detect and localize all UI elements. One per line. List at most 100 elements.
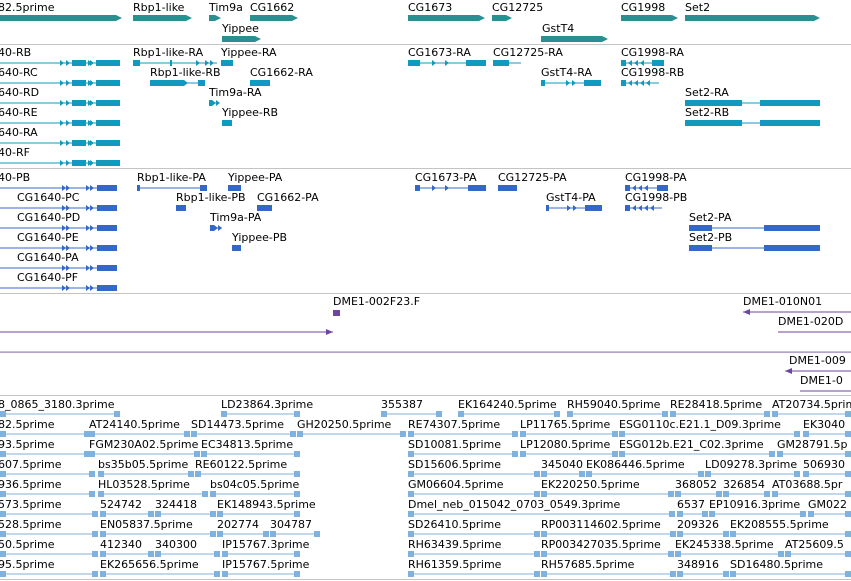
protein-label[interactable]: CG1640-PF: [17, 271, 79, 284]
protein-label[interactable]: CG1662-PA: [257, 191, 319, 204]
gene-label[interactable]: CG12725: [492, 1, 544, 14]
est-label[interactable]: GM28791.5p: [777, 438, 848, 451]
protein-label[interactable]: CG1673-PA: [415, 171, 477, 184]
transcript-label[interactable]: CG1998-RB: [621, 66, 685, 79]
est-label[interactable]: SD10081.5prime: [408, 438, 501, 451]
gene-label[interactable]: Rbp1-like: [133, 1, 185, 14]
clone-label[interactable]: DME1-020D: [778, 315, 844, 328]
est-label[interactable]: EN05837.5prime: [100, 518, 193, 531]
gene-label[interactable]: Yippee: [222, 22, 259, 35]
gene-label[interactable]: CG1998: [621, 1, 666, 14]
est-label[interactable]: SD15606.5prime: [408, 458, 501, 471]
est-label[interactable]: RH57685.5prime: [541, 558, 635, 571]
protein-label[interactable]: CG1640-PA: [17, 251, 79, 264]
est-label[interactable]: ESG0110c.E21.1_D09.3prime: [619, 418, 781, 431]
est-label[interactable]: EK220250.5prime: [541, 478, 640, 491]
est-label[interactable]: 607.5prime: [0, 458, 62, 471]
est-label[interactable]: 345040: [541, 458, 583, 471]
est-label[interactable]: 209326: [677, 518, 719, 531]
est-label[interactable]: 573.5prime: [0, 498, 62, 511]
protein-label[interactable]: GstT4-PA: [546, 191, 596, 204]
est-label[interactable]: 304787: [270, 518, 312, 531]
est-label[interactable]: EK208555.5prime: [730, 518, 829, 531]
est-label[interactable]: EP10916.3prime: [709, 498, 801, 511]
est-label[interactable]: 95.5prime: [0, 558, 55, 571]
est-label[interactable]: 324418: [155, 498, 197, 511]
transcript-label[interactable]: Yippee-RB: [222, 106, 279, 119]
protein-label[interactable]: Yippee-PB: [232, 231, 288, 244]
protein-label[interactable]: Tim9a-PA: [210, 211, 262, 224]
transcript-label[interactable]: CG1998-RA: [621, 46, 684, 59]
est-label[interactable]: 348916: [677, 558, 719, 571]
protein-label[interactable]: Set2-PA: [689, 211, 732, 224]
transcript-label[interactable]: GstT4-RA: [541, 66, 592, 79]
gene-label[interactable]: CG1673: [408, 1, 453, 14]
protein-label[interactable]: Set2-PB: [689, 231, 733, 244]
protein-label[interactable]: CG1998-PA: [625, 171, 687, 184]
est-label[interactable]: Dmel_neb_015042_0703_0549.3prime: [408, 498, 621, 511]
gene-label[interactable]: GstT4: [542, 22, 575, 35]
est-label[interactable]: IP15767.5prime: [222, 558, 310, 571]
est-label[interactable]: AT20734.5prime: [772, 398, 851, 411]
est-label[interactable]: ESG012b.E21_C02.3prime: [619, 438, 764, 451]
gene-label[interactable]: Tim9a: [209, 1, 243, 14]
est-label[interactable]: bs04c05.5prime: [210, 478, 300, 491]
transcript-label[interactable]: Tim9a-RA: [209, 86, 262, 99]
protein-label[interactable]: Yippee-PA: [228, 171, 283, 184]
est-label[interactable]: HL03528.5prime: [98, 478, 190, 491]
est-label[interactable]: AT25609.5: [785, 538, 844, 551]
est-label[interactable]: 202774: [217, 518, 259, 531]
est-label[interactable]: AT03688.5pr: [772, 478, 843, 491]
est-label[interactable]: EK245338.5prime: [675, 538, 774, 551]
transcript-label[interactable]: CG1673-RA: [408, 46, 471, 59]
est-label[interactable]: RH59040.5prime: [567, 398, 661, 411]
est-label[interactable]: LP12080.5prime: [520, 438, 611, 451]
est-label[interactable]: GH20250.5prime: [297, 418, 392, 431]
protein-label[interactable]: CG1998-PB: [625, 191, 688, 204]
est-label[interactable]: RE74307.5prime: [408, 418, 501, 431]
est-label[interactable]: 528.5prime: [0, 518, 62, 531]
est-label[interactable]: GM022: [808, 498, 848, 511]
est-label[interactable]: 412340: [100, 538, 142, 551]
transcript-label[interactable]: 40-RF: [0, 146, 30, 159]
est-label[interactable]: FGM230A02.5prime: [89, 438, 199, 451]
est-label[interactable]: 326854: [723, 478, 765, 491]
est-label[interactable]: 6537: [677, 498, 705, 511]
transcript-label[interactable]: 640-RC: [0, 66, 38, 79]
est-label[interactable]: SD14473.5prime: [191, 418, 284, 431]
est-label[interactable]: RE60122.5prime: [195, 458, 288, 471]
transcript-label[interactable]: CG12725-RA: [493, 46, 563, 59]
est-label[interactable]: 82.5prime: [0, 418, 55, 431]
est-label[interactable]: bs35b05.5prime: [98, 458, 189, 471]
protein-label[interactable]: CG1640-PC: [17, 191, 80, 204]
est-label[interactable]: 368052: [675, 478, 717, 491]
est-label[interactable]: AT24140.5prime: [89, 418, 180, 431]
transcript-label[interactable]: 640-RE: [0, 106, 38, 119]
transcript-label[interactable]: Yippee-RA: [221, 46, 277, 59]
protein-label[interactable]: CG12725-PA: [498, 171, 567, 184]
transcript-label[interactable]: 40-RB: [0, 46, 32, 59]
est-label[interactable]: EK148943.5prime: [217, 498, 316, 511]
protein-label[interactable]: CG1640-PD: [17, 211, 81, 224]
transcript-label[interactable]: 640-RA: [0, 126, 38, 139]
est-label[interactable]: 50.5prime: [0, 538, 55, 551]
transcript-label[interactable]: Set2-RA: [685, 86, 729, 99]
est-label[interactable]: EC34813.5prime: [201, 438, 294, 451]
est-label[interactable]: SD16480.5prime: [730, 558, 823, 571]
est-label[interactable]: 524742: [100, 498, 142, 511]
est-label[interactable]: EK164240.5prime: [458, 398, 557, 411]
est-label[interactable]: EK3040: [803, 418, 846, 431]
gene-label[interactable]: Set2: [685, 1, 711, 14]
clone-label[interactable]: DME1-010N01: [743, 295, 823, 308]
est-label[interactable]: EK265656.5prime: [100, 558, 199, 571]
est-label[interactable]: RH61359.5prime: [408, 558, 502, 571]
protein-label[interactable]: CG1640-PE: [17, 231, 79, 244]
est-label[interactable]: SD26410.5prime: [408, 518, 501, 531]
transcript-label[interactable]: Set2-RB: [685, 106, 730, 119]
est-label[interactable]: 355387: [381, 398, 423, 411]
protein-label[interactable]: Rbp1-like-PA: [137, 171, 206, 184]
clone-label[interactable]: DME1-0: [800, 374, 843, 387]
est-label[interactable]: 8_0865_3180.3prime: [0, 398, 115, 411]
transcript-label[interactable]: 640-RD: [0, 86, 40, 99]
